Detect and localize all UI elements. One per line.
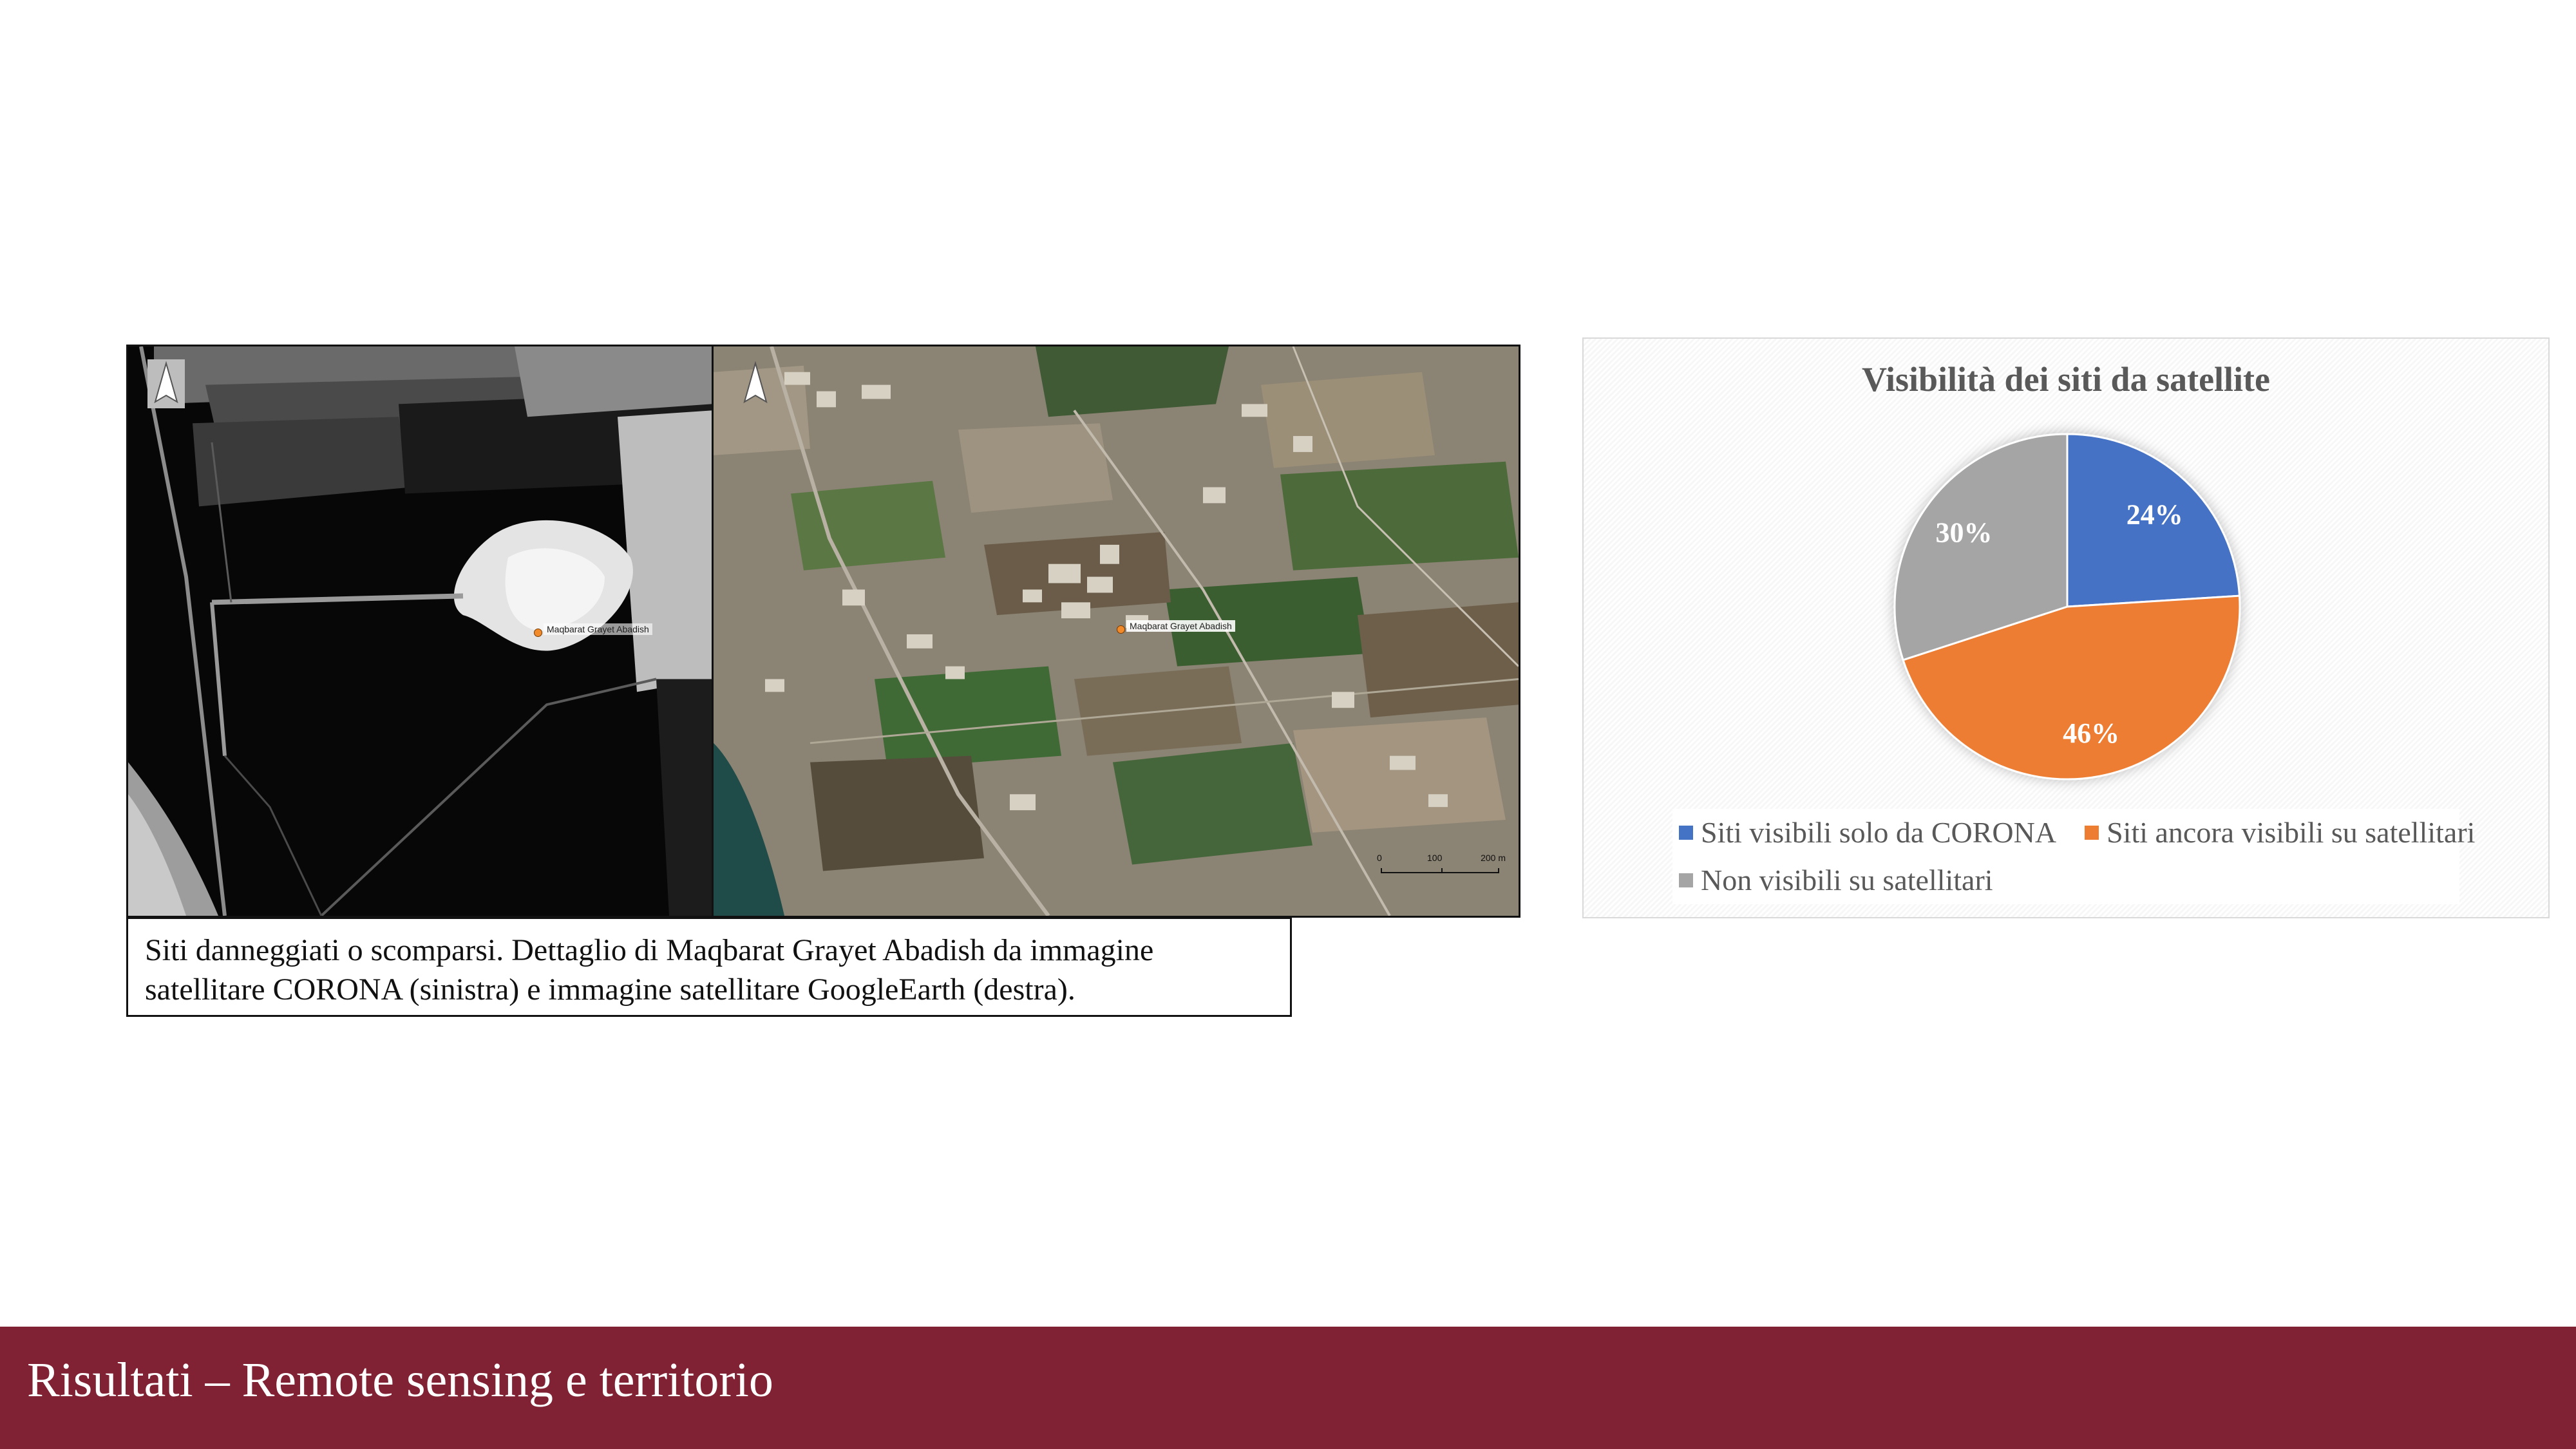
site-label-left: Maqbarat Grayet Abadish — [544, 623, 652, 635]
legend-row-2: Non visibili su satellitari — [1672, 857, 2459, 904]
legend-label-not-visible: Non visibili su satellitari — [1701, 864, 1993, 896]
legend-swatch-still-visible — [2085, 826, 2099, 840]
legend-swatch-not-visible — [1679, 873, 1693, 887]
legend-swatch-corona — [1679, 826, 1693, 840]
chart-title: Visibilità dei siti da satellite — [1862, 360, 2270, 399]
pie-chart-container: Visibilità dei siti da satellite 24% 46% 3… — [1582, 337, 2550, 918]
scale-bar-mid-tick — [1441, 868, 1443, 873]
pie-label-still-visible: 46% — [2063, 717, 2119, 749]
satellite-comparison-figure: Maqbarat Grayet Abadish — [126, 345, 1520, 918]
googleearth-image-drawing — [714, 346, 1519, 916]
scale-label-100: 100 — [1427, 853, 1443, 863]
footer-bar: Risultati – Remote sensing e territorio — [0, 1327, 2576, 1449]
scale-bar: 0 100 200 m — [1377, 853, 1506, 885]
pie-label-corona: 24% — [2126, 498, 2183, 530]
legend-item-still-visible: Siti ancora visibili su satellitari — [2078, 809, 2475, 857]
pie-slice-not-visible — [1893, 433, 2069, 661]
legend-item-not-visible: Non visibili su satellitari — [1672, 857, 1993, 904]
legend-item-corona: Siti visibili solo da CORONA — [1672, 809, 2056, 857]
slide-title: Risultati – Remote sensing e territorio — [27, 1353, 773, 1407]
chart-legend: Siti visibili solo da CORONA Siti ancora… — [1672, 809, 2475, 904]
pie-slice-corona — [2066, 433, 2241, 608]
scale-label-0: 0 — [1377, 853, 1382, 863]
site-marker — [534, 629, 542, 637]
caption-line-2: satellitare CORONA (sinistra) e immagine… — [145, 972, 1075, 1007]
scale-bar-line — [1381, 868, 1499, 873]
caption-line-1: Siti danneggiati o scomparsi. Dettaglio … — [145, 933, 1154, 967]
scale-label-200: 200 m — [1481, 853, 1506, 863]
north-arrow-icon — [737, 359, 774, 408]
legend-row-1: Siti visibili solo da CORONA Siti ancora… — [1672, 809, 2475, 857]
figure-caption: Siti danneggiati o scomparsi. Dettaglio … — [126, 917, 1292, 1017]
pie-slice-still-visible — [1902, 594, 2241, 781]
site-marker — [1117, 625, 1125, 634]
pie-chart: 24% 46% 30% — [1893, 433, 2241, 781]
panel-divider — [712, 346, 714, 916]
googleearth-satellite-image: Maqbarat Grayet Abadish 0 100 200 m — [714, 346, 1519, 916]
legend-label-still-visible: Siti ancora visibili su satellitari — [2107, 816, 2476, 849]
site-label-right: Maqbarat Grayet Abadish — [1126, 620, 1235, 632]
legend-label-corona: Siti visibili solo da CORONA — [1701, 816, 2057, 849]
corona-satellite-image: Maqbarat Grayet Abadish — [128, 346, 712, 916]
pie-label-not-visible: 30% — [1936, 516, 1993, 548]
north-arrow-icon — [147, 359, 185, 408]
